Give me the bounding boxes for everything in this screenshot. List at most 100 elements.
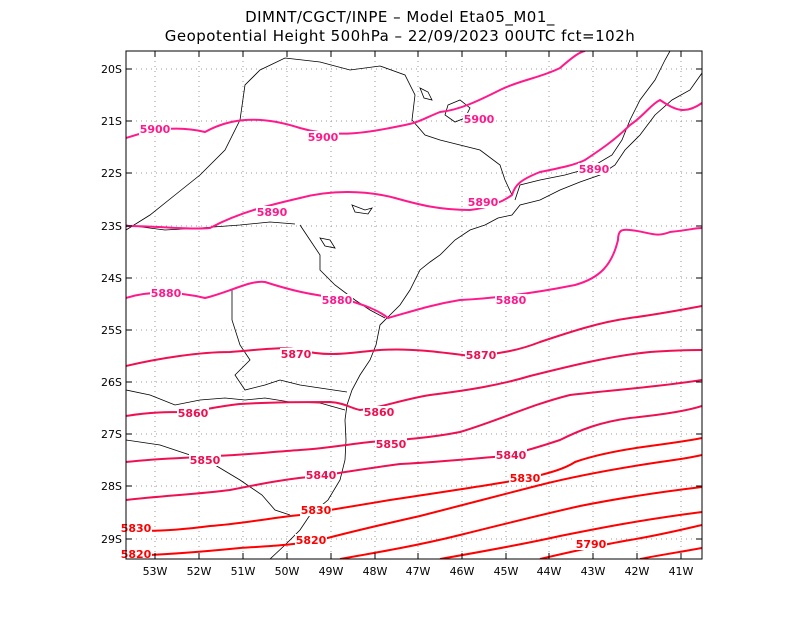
contour-label: 5830: [301, 504, 332, 517]
lon-tick-label: 41W: [669, 565, 694, 578]
contour-label: 5880: [151, 287, 182, 300]
lake: [351, 204, 373, 215]
contour-label-bg: [256, 206, 288, 218]
contour-label: 5820: [121, 548, 152, 561]
contour-5780: [639, 547, 702, 559]
contour-label-bg: [467, 196, 499, 208]
plot-frame: [125, 50, 703, 560]
contour-label: 5830: [121, 522, 152, 535]
contour-5870: [126, 305, 702, 367]
contour-label: 5850: [190, 454, 221, 467]
contour-label-bg: [120, 548, 152, 560]
lat-tick-label: 24S: [101, 272, 122, 285]
lake: [419, 87, 433, 101]
contour-5900: [126, 51, 586, 139]
contour-label-bg: [509, 472, 541, 484]
contour-label: 5790: [576, 538, 607, 551]
contour-label: 5900: [464, 113, 495, 126]
lat-tick-label: 28S: [101, 480, 122, 493]
contour-label-bg: [578, 163, 610, 175]
state-border: [231, 290, 348, 393]
contour-label-bg: [575, 538, 607, 550]
lat-tick-label: 25S: [101, 324, 122, 337]
lat-tick-label: 21S: [101, 115, 122, 128]
lat-tick-label: 22S: [101, 167, 122, 180]
lon-tick-label: 45W: [494, 565, 519, 578]
contour-label-bg: [363, 406, 395, 418]
lon-tick-label: 52W: [187, 565, 212, 578]
contour-label-bg: [280, 348, 312, 360]
state-border: [126, 221, 296, 231]
contour-label: 5880: [322, 294, 353, 307]
lon-tick-label: 53W: [143, 565, 168, 578]
lat-tick-label: 26S: [101, 376, 122, 389]
contour-label: 5820: [296, 534, 327, 547]
contour-label-bg: [463, 113, 495, 125]
lat-tick-label: 27S: [101, 428, 122, 441]
contour-label: 5840: [496, 449, 527, 462]
state-border: [126, 57, 513, 231]
coastline-and-borders: [126, 51, 702, 559]
lon-tick-label: 46W: [450, 565, 475, 578]
contour-labels: 5900 5900 5900 5890 5890 5890 5880 5880 5880 5870…: [120, 113, 610, 561]
state-border: [126, 439, 291, 516]
contour-label-bg: [495, 449, 527, 461]
contour-label-bg: [375, 438, 407, 450]
contour-label-bg: [189, 454, 221, 466]
lon-tick-label: 44W: [537, 565, 562, 578]
contour-5810: [339, 486, 702, 559]
contour-5840: [126, 405, 702, 501]
lat-tick-label: 20S: [101, 63, 122, 76]
contour-label-bg: [295, 534, 327, 546]
lon-tick-label: 51W: [231, 565, 256, 578]
contour-label: 5900: [140, 123, 171, 136]
contour-label-bg: [177, 407, 209, 419]
map-subtitle: Geopotential Height 500hPa – 22/09/2023 …: [164, 27, 636, 45]
contour-label-bg: [150, 287, 182, 299]
height-contours: [126, 51, 702, 559]
contour-5880: [126, 227, 702, 320]
map-title: DIMNT/CGCT/INPE – Model Eta05_M01_: [245, 8, 555, 26]
lon-tick-label: 47W: [406, 565, 431, 578]
contour-5790: [539, 524, 702, 559]
contour-label: 5870: [466, 349, 497, 362]
state-border: [126, 389, 346, 411]
lat-tick-label: 23S: [101, 220, 122, 233]
lon-tick-label: 43W: [581, 565, 606, 578]
coastline: [269, 72, 702, 559]
contour-label: 5870: [281, 348, 312, 361]
axis-ticks: 20S 21S 22S 23S 24S 25S 26S 27S 28S 29S 53W 52W 51W 5…: [101, 51, 702, 578]
contour-label-bg: [495, 294, 527, 306]
contour-label: 5860: [178, 407, 209, 420]
contour-label-bg: [305, 469, 337, 481]
contour-label: 5850: [376, 438, 407, 451]
contour-label: 5880: [496, 294, 527, 307]
contour-label-bg: [120, 522, 152, 534]
contour-label: 5890: [257, 206, 288, 219]
contour-5800: [439, 511, 702, 559]
contour-label: 5900: [308, 131, 339, 144]
lake: [319, 237, 336, 249]
contour-label: 5840: [306, 469, 337, 482]
contour-label: 5890: [468, 196, 499, 209]
contour-5860: [126, 349, 702, 417]
contour-label-bg: [321, 294, 353, 306]
state-border: [514, 51, 671, 201]
contour-5820: [126, 454, 702, 557]
contour-label-bg: [139, 123, 171, 135]
lon-tick-label: 49W: [319, 565, 344, 578]
lon-tick-label: 42W: [625, 565, 650, 578]
contour-5890: [126, 98, 702, 230]
contour-label: 5890: [579, 163, 610, 176]
lon-tick-label: 50W: [275, 565, 300, 578]
contour-label-bg: [465, 349, 497, 361]
contour-label: 5830: [510, 472, 541, 485]
contour-label-bg: [300, 504, 332, 516]
contour-5830: [126, 437, 702, 532]
lat-tick-label: 29S: [101, 533, 122, 546]
contour-label: 5860: [364, 406, 395, 419]
lon-tick-label: 48W: [363, 565, 388, 578]
state-border: [299, 224, 386, 319]
contour-label-bg: [307, 131, 339, 143]
